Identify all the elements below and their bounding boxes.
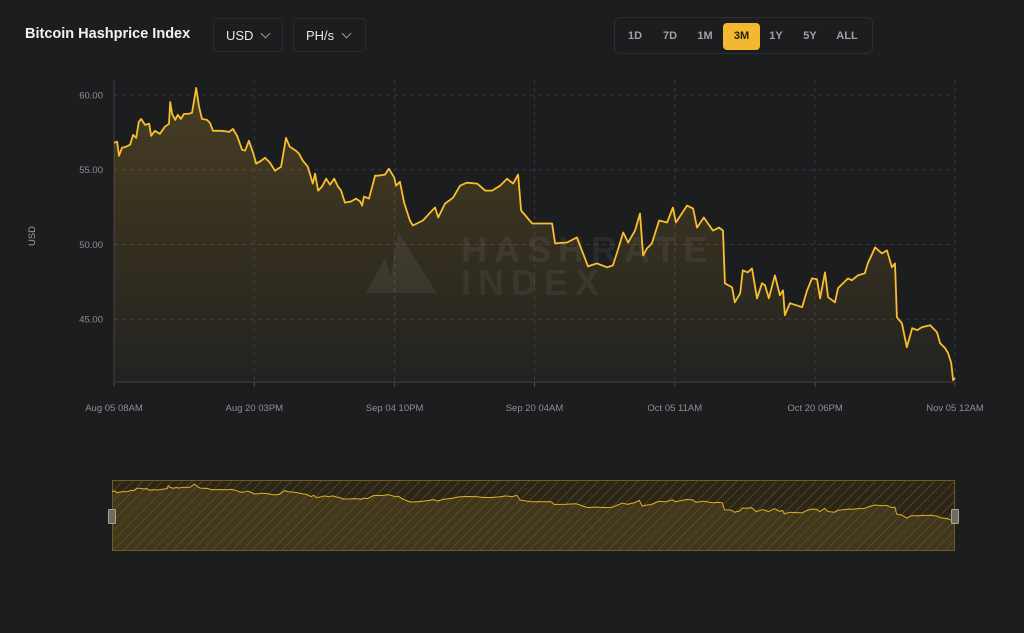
x-tick-label: Aug 05 08AM <box>85 403 143 414</box>
y-tick-label: 45.00 <box>79 315 103 326</box>
navigator-selection-mask <box>112 480 955 551</box>
price-area <box>114 87 955 383</box>
range-1y-button[interactable]: 1Y <box>769 30 783 42</box>
x-tick-label: Nov 05 12AM <box>926 403 984 414</box>
range-1m-button[interactable]: 1M <box>697 30 713 42</box>
x-tick-label: Oct 20 06PM <box>787 403 843 414</box>
x-tick-label: Aug 20 03PM <box>226 403 284 414</box>
range-3m-button[interactable]: 3M <box>723 23 760 50</box>
hashrate-index-logo <box>366 232 437 293</box>
price-line <box>113 87 956 381</box>
x-tick-label: Sep 20 04AM <box>506 403 564 414</box>
time-range-selector: 1D 7D 1M 3M 1Y 5Y ALL <box>614 17 873 54</box>
watermark-line1: HASHRATE <box>461 229 714 270</box>
y-tick-label: 60.00 <box>79 90 103 101</box>
navigator-right-handle[interactable] <box>951 509 959 524</box>
unit-select[interactable]: PH/s <box>293 18 366 52</box>
range-1d-button[interactable]: 1D <box>627 30 643 42</box>
navigator[interactable] <box>108 480 959 551</box>
currency-select-value: USD <box>226 27 254 43</box>
x-tick-label: Sep 04 10PM <box>366 403 424 414</box>
range-5y-button[interactable]: 5Y <box>803 30 817 42</box>
range-7d-button[interactable]: 7D <box>662 30 678 42</box>
y-tick-label: 50.00 <box>79 240 103 251</box>
navigator-line <box>111 483 956 523</box>
currency-select[interactable]: USD <box>213 18 283 52</box>
watermark-line2: INDEX <box>461 262 606 303</box>
range-all-button[interactable]: ALL <box>836 30 858 42</box>
watermark: HASHRATE INDEX <box>366 229 714 303</box>
unit-select-value: PH/s <box>306 27 335 43</box>
x-tick-label: Oct 05 11AM <box>647 403 702 414</box>
navigator-left-handle[interactable] <box>108 509 116 524</box>
y-axis-label: USD <box>27 226 38 246</box>
page-title: Bitcoin Hashprice Index <box>25 26 191 42</box>
y-tick-label: 55.00 <box>79 165 103 176</box>
